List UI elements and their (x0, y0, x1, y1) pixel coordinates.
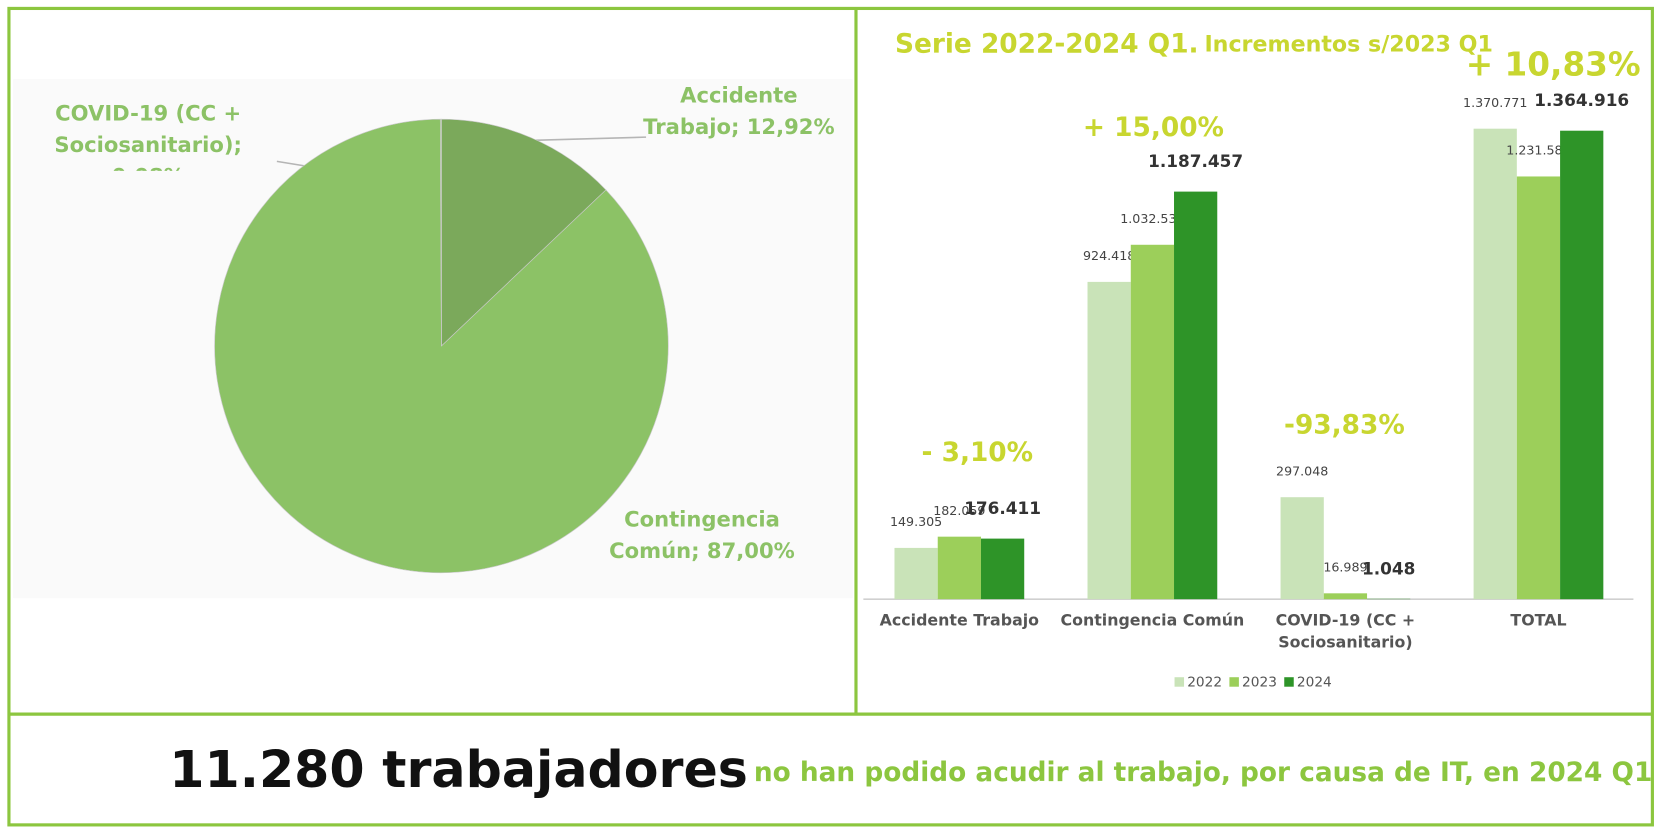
pie-label-box: COVID-19 (CC + Sociosanitario); 0,08% (54, 100, 242, 171)
bar (894, 547, 938, 600)
legend-swatch (1229, 677, 1239, 687)
annotation: - 3,10% (921, 438, 1033, 468)
bar (1560, 130, 1604, 600)
pie-slice (439, 118, 442, 346)
x-tick-label: COVID-19 (CC + Sociosanitario) (1275, 610, 1416, 652)
x-tick-box: COVID-19 (CC + Sociosanitario) (1275, 610, 1416, 652)
bar (937, 536, 981, 600)
bar (1473, 128, 1517, 600)
pie-label-box: Contingencia Común; 87,00% (609, 506, 795, 564)
leader-line (533, 136, 647, 142)
footer-text: no han podido acudir al trabajo, por cau… (754, 758, 1652, 788)
x-tick-box: TOTAL (1510, 610, 1567, 630)
pie-chart: Accidente Trabajo; 12,92% Contingencia Co… (54, 82, 835, 574)
pie-slice (441, 118, 607, 347)
x-tick-box: Accidente Trabajo (879, 610, 1040, 630)
annotation: + 15,00% (1083, 113, 1224, 143)
annotation: + 10,83% (1466, 45, 1641, 83)
x-tick-label: Contingencia Común (1060, 610, 1245, 630)
title: Serie 2022-2024 Q1. (895, 29, 1199, 59)
frame (7, 6, 1654, 827)
data-label: 149.305 (890, 514, 942, 529)
x-tick-label: Accidente Trabajo (879, 610, 1040, 630)
annotation: -93,83% (1284, 411, 1405, 441)
pie-label-box: Accidente Trabajo; 12,92% (643, 82, 835, 140)
data-label: 182.059 (933, 503, 985, 518)
data-label: 16.989 (1323, 560, 1367, 575)
data-label: 1.032.532 (1120, 211, 1184, 226)
bar (1130, 244, 1175, 600)
footer: 11.280 trabajadores no han podido acudir… (169, 740, 1652, 799)
data-label: 1.048 (1362, 558, 1415, 578)
legend-label: 2022 (1187, 674, 1222, 690)
bar (1174, 191, 1218, 600)
x-tick-box: Contingencia Común (1060, 610, 1245, 630)
data-label: 297.048 (1276, 463, 1328, 478)
footer-headline: 11.280 trabajadores (169, 740, 748, 799)
pie-label: COVID-19 (CC + Sociosanitario); 0,08% (54, 100, 242, 171)
legend-label: 2023 (1242, 674, 1277, 690)
data-label: 1.187.457 (1148, 151, 1243, 171)
x-tick-label: TOTAL (1510, 610, 1567, 630)
outer-border (7, 6, 1654, 827)
legend-swatch (1284, 677, 1294, 687)
legend-swatch (1174, 677, 1185, 687)
subtitle: Incrementos s/2023 Q1 (1204, 31, 1492, 57)
pie-label: Accidente Trabajo; 12,92% (643, 82, 835, 140)
bar-chart: Accidente Trabajo Contingencia Común COVID… (863, 45, 1641, 690)
data-label: 176.411 (964, 498, 1041, 518)
pie-label: Contingencia Común; 87,00% (609, 506, 795, 564)
bar (980, 538, 1025, 600)
data-label: 1.231.580 (1506, 143, 1570, 158)
bar (1280, 497, 1324, 600)
bar (1516, 176, 1561, 600)
bar (1323, 593, 1368, 600)
data-label: 924.418 (1083, 248, 1135, 263)
data-label: 1.370.771 (1463, 95, 1527, 110)
bar-title: Serie 2022-2024 Q1. Incrementos s/2023 Q… (895, 29, 1493, 59)
data-label: 1.364.916 (1534, 90, 1629, 110)
bar (1087, 281, 1131, 600)
legend-label: 2024 (1297, 674, 1332, 690)
